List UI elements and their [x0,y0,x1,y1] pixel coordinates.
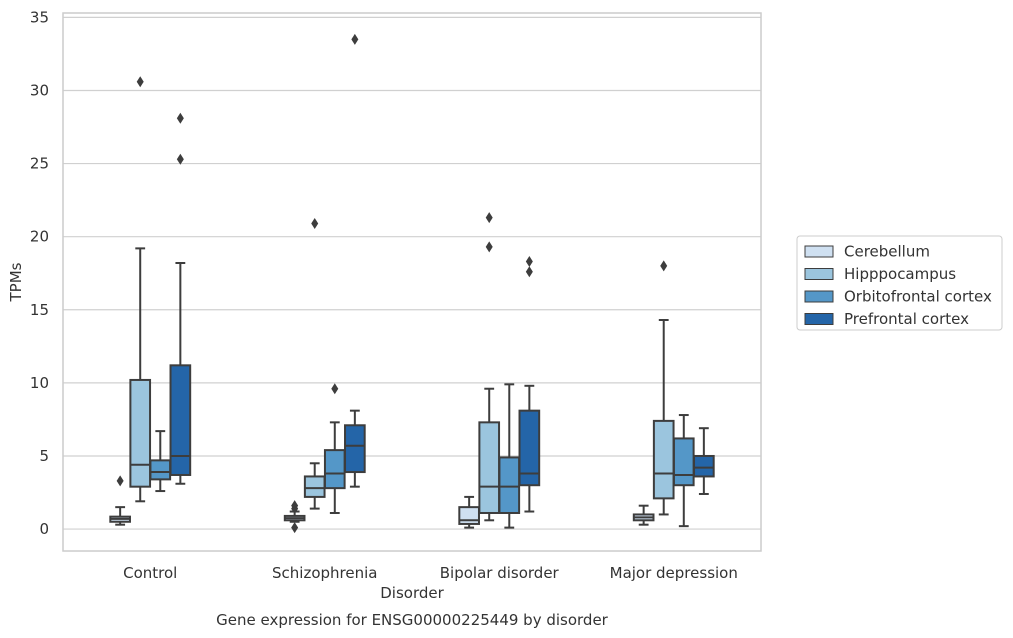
box-group [303,218,326,510]
box [323,449,346,490]
figure-caption: Gene expression for ENSG00000225449 by d… [216,611,609,629]
box-group [109,475,131,526]
outlier-point [311,218,319,230]
y-tick-label: 35 [30,8,49,26]
box [693,454,715,478]
x-axis-ticks: Control Schizophrenia Bipolar disorder Majo… [123,564,738,582]
box [458,506,480,525]
legend-swatch [804,290,834,303]
legend: Cerebellum Hipppocampus Orbitofrontal cort… [796,235,1003,331]
outlier-point [525,256,533,268]
y-tick-label: 25 [30,155,49,173]
box-group [323,383,346,514]
box-group [672,414,695,528]
outlier-point [660,260,668,272]
outlier-point [291,522,299,534]
outlier-point [331,383,339,395]
outlier-point [525,266,533,278]
x-tick-label: Schizophrenia [272,564,377,582]
box [652,419,675,500]
x-axis-title: Disorder [380,584,444,602]
box [129,378,152,488]
y-tick-label: 30 [30,81,49,99]
plot-area [109,33,715,534]
box [518,409,541,487]
legend-label: Prefrontal cortex [844,310,969,328]
plot-frame [62,12,762,552]
x-tick-label: Bipolar disorder [440,564,560,582]
box-group [344,33,366,488]
box [672,437,695,487]
box-group [149,430,172,493]
legend-swatch [804,313,834,325]
box [303,475,326,498]
legend-swatch [804,245,834,258]
box-group [632,504,655,526]
y-axis-title: TPMs [7,262,25,302]
box-group [283,500,306,534]
y-tick-label: 5 [39,447,49,465]
legend-frame [796,235,1003,331]
outlier-point [291,503,299,515]
box-group [652,260,675,516]
box [344,424,366,474]
y-tick-label: 10 [30,374,49,392]
box-group [693,427,715,495]
box-group [169,112,192,485]
outlier-point [485,212,493,224]
y-tick-label: 20 [30,228,49,246]
box [478,421,501,514]
outlier-point [136,76,144,88]
box-group [518,256,541,513]
box-group [458,495,480,529]
outlier-point [176,153,184,165]
legend-label: Cerebellum [844,243,930,261]
y-tick-label: 15 [30,301,49,319]
box-group [129,76,152,503]
box [169,364,192,476]
outlier-point [176,112,184,124]
legend-label: Orbitofrontal cortex [844,288,992,306]
box-group [478,212,501,522]
outlier-point [485,241,493,253]
outlier-point [351,33,359,45]
legend-swatch [804,268,834,280]
y-axis-ticks: 0 5 10 15 20 25 30 35 [30,8,49,538]
box [498,456,521,514]
x-tick-label: Control [123,564,177,582]
outlier-point [116,475,124,487]
box [149,459,172,481]
x-tick-label: Major depression [610,564,738,582]
y-tick-label: 0 [39,520,49,538]
legend-label: Hipppocampus [844,265,956,283]
